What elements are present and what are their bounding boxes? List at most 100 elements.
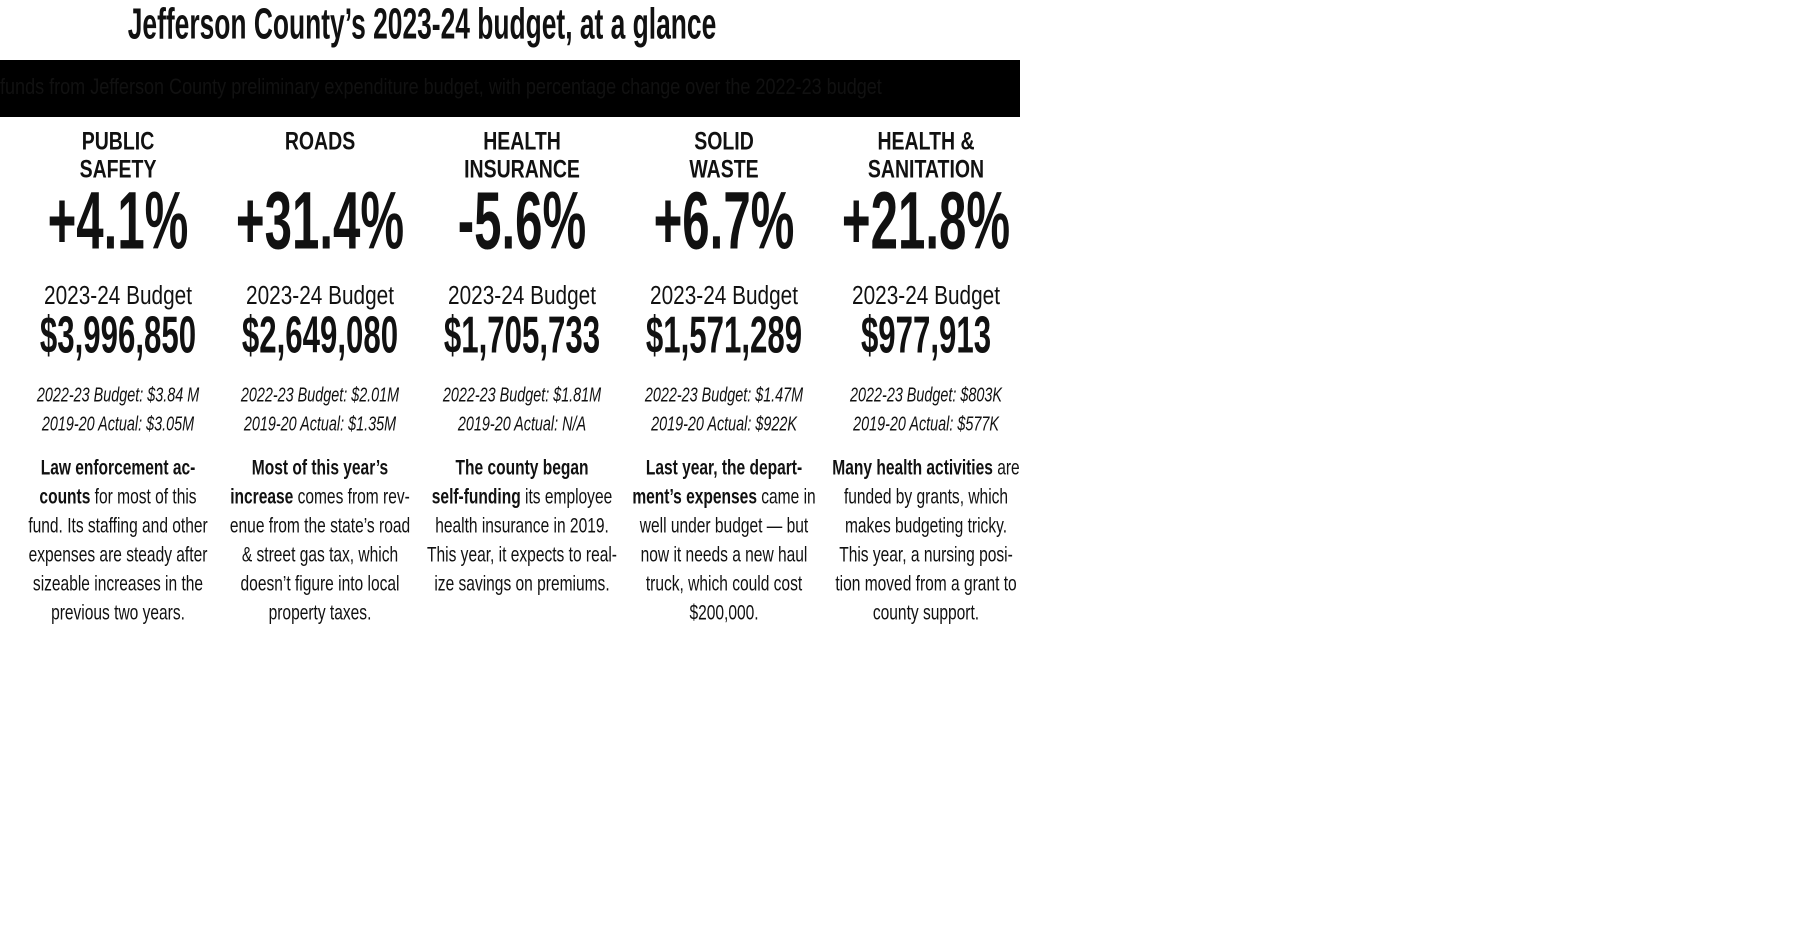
history-line: 2022-23 Budget: $803K xyxy=(849,383,1003,406)
budget-label: 2023-24 Budget xyxy=(44,281,192,310)
description-text: came in xyxy=(757,484,816,508)
history-line: 2019-20 Actual: N/A xyxy=(457,412,586,435)
description-line: funded by grants, which xyxy=(844,484,1008,508)
description-line: previous two years. xyxy=(51,600,185,624)
description-line: property taxes. xyxy=(269,600,372,624)
description-line: makes budgeting tricky. xyxy=(845,513,1007,537)
description-text: for most of this xyxy=(90,484,196,508)
description-text: its employee xyxy=(521,484,613,508)
description-text: comes from rev- xyxy=(293,484,410,508)
description-text: expenses are steady after xyxy=(29,542,208,566)
percent-change: +21.8% xyxy=(842,176,1010,267)
column-heading: SAFETY xyxy=(80,155,157,183)
description-line: well under budget — but xyxy=(639,513,808,537)
description-text: fund. Its staffing and other xyxy=(28,513,207,537)
description-bold: Most of this year’s xyxy=(252,455,388,479)
description-bold: Law enforcement ac- xyxy=(41,455,196,479)
description-bold: Last year, the depart- xyxy=(646,455,802,479)
description-line: enue from the state’s road xyxy=(230,513,410,537)
description-text: tion moved from a grant to xyxy=(835,571,1016,595)
description-text: This year, it expects to real- xyxy=(427,542,617,566)
description-text: funded by grants, which xyxy=(844,484,1008,508)
description-bold: The county began xyxy=(456,455,589,479)
description-text: $200,000. xyxy=(689,600,758,624)
history-line: 2019-20 Actual: $577K xyxy=(852,412,1000,435)
history-line: 2022-23 Budget: $1.81M xyxy=(442,383,602,406)
description-text: makes budgeting tricky. xyxy=(845,513,1007,537)
description-line: tion moved from a grant to xyxy=(835,571,1016,595)
budget-amount: $1,705,733 xyxy=(444,307,600,365)
description-text: & street gas tax, which xyxy=(242,542,398,566)
description-bold: self-funding xyxy=(432,484,521,508)
budget-amount: $3,996,850 xyxy=(40,307,196,365)
column-heading: SANITATION xyxy=(868,155,984,183)
column-heading: SOLID xyxy=(694,127,754,155)
description-line: truck, which could cost xyxy=(646,571,802,595)
description-text: now it needs a new haul xyxy=(641,542,808,566)
column-heading: ROADS xyxy=(285,127,355,155)
subtitle: funds from Jefferson County preliminary … xyxy=(0,75,882,99)
description-line: health insurance in 2019. xyxy=(435,513,609,537)
budget-amount: $1,571,289 xyxy=(646,307,802,365)
description-line: now it needs a new haul xyxy=(641,542,808,566)
history-line: 2019-20 Actual: $922K xyxy=(650,412,798,435)
budget-amount: $2,649,080 xyxy=(242,307,398,365)
description-text: ize savings on premiums. xyxy=(434,571,609,595)
description-line: expenses are steady after xyxy=(29,542,208,566)
description-line: Many health activities are xyxy=(832,455,1019,479)
description-text: truck, which could cost xyxy=(646,571,802,595)
subtitle-bar xyxy=(0,60,1020,117)
description-line: Last year, the depart- xyxy=(646,455,802,479)
budget-label: 2023-24 Budget xyxy=(246,281,394,310)
description-line: doesn’t figure into local xyxy=(241,571,400,595)
description-line: counts for most of this xyxy=(39,484,196,508)
description-bold: ment’s expenses xyxy=(632,484,757,508)
history-line: 2022-23 Budget: $2.01M xyxy=(240,383,400,406)
column-heading: HEALTH & xyxy=(877,127,974,155)
description-line: increase comes from rev- xyxy=(230,484,410,508)
percent-change: +31.4% xyxy=(236,176,404,267)
budget-label: 2023-24 Budget xyxy=(650,281,798,310)
description-line: The county began xyxy=(456,455,589,479)
history-line: 2022-23 Budget: $3.84 M xyxy=(36,383,200,406)
description-text: enue from the state’s road xyxy=(230,513,410,537)
percent-change: -5.6% xyxy=(458,176,587,267)
budget-label: 2023-24 Budget xyxy=(852,281,1000,310)
description-line: ment’s expenses came in xyxy=(632,484,815,508)
history-line: 2019-20 Actual: $3.05M xyxy=(41,412,194,435)
description-text: previous two years. xyxy=(51,600,185,624)
description-line: ize savings on premiums. xyxy=(434,571,609,595)
description-bold: Many health activities xyxy=(832,455,993,479)
description-text: health insurance in 2019. xyxy=(435,513,609,537)
history-line: 2019-20 Actual: $1.35M xyxy=(243,412,396,435)
description-bold: increase xyxy=(230,484,293,508)
description-line: fund. Its staffing and other xyxy=(28,513,207,537)
description-text: property taxes. xyxy=(269,600,372,624)
description-line: $200,000. xyxy=(689,600,758,624)
column-heading: INSURANCE xyxy=(464,155,580,183)
description-text: are xyxy=(993,455,1020,479)
budget-amount: $977,913 xyxy=(861,307,991,365)
column-heading: HEALTH xyxy=(483,127,561,155)
percent-change: +4.1% xyxy=(48,176,189,267)
title: Jefferson County’s 2023-24 budget, at a … xyxy=(128,0,717,48)
history-line: 2022-23 Budget: $1.47M xyxy=(644,383,804,406)
description-line: & street gas tax, which xyxy=(242,542,398,566)
description-text: county support. xyxy=(873,600,979,624)
description-line: sizeable increases in the xyxy=(33,571,203,595)
description-line: Law enforcement ac- xyxy=(41,455,196,479)
description-line: This year, a nursing posi- xyxy=(839,542,1013,566)
description-text: This year, a nursing posi- xyxy=(839,542,1013,566)
column-heading: WASTE xyxy=(689,155,758,183)
description-line: This year, it expects to real- xyxy=(427,542,617,566)
column-heading: PUBLIC xyxy=(82,127,155,155)
description-text: well under budget — but xyxy=(639,513,808,537)
budget-label: 2023-24 Budget xyxy=(448,281,596,310)
description-line: self-funding its employee xyxy=(432,484,612,508)
description-text: doesn’t figure into local xyxy=(241,571,400,595)
description-text: sizeable increases in the xyxy=(33,571,203,595)
percent-change: +6.7% xyxy=(654,176,795,267)
description-line: county support. xyxy=(873,600,979,624)
description-bold: counts xyxy=(39,484,90,508)
